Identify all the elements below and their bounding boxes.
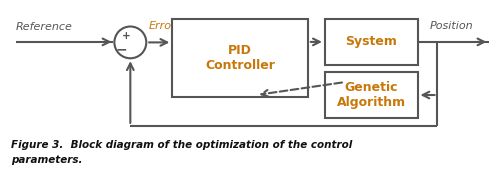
Text: Reference: Reference (16, 22, 72, 32)
Text: Position: Position (430, 21, 473, 31)
Text: PID
Controller: PID Controller (205, 44, 275, 72)
Text: System: System (345, 35, 397, 48)
Bar (325, 19, 417, 65)
Text: parameters.: parameters. (11, 155, 82, 165)
Bar (172, 19, 308, 97)
Bar (325, 72, 417, 118)
Text: −: − (116, 42, 127, 56)
Text: Error: Error (148, 21, 176, 31)
Text: Figure 3.  Block diagram of the optimization of the control: Figure 3. Block diagram of the optimizat… (11, 140, 352, 150)
Text: Genetic
Algorithm: Genetic Algorithm (337, 81, 406, 109)
Text: +: + (122, 31, 131, 42)
